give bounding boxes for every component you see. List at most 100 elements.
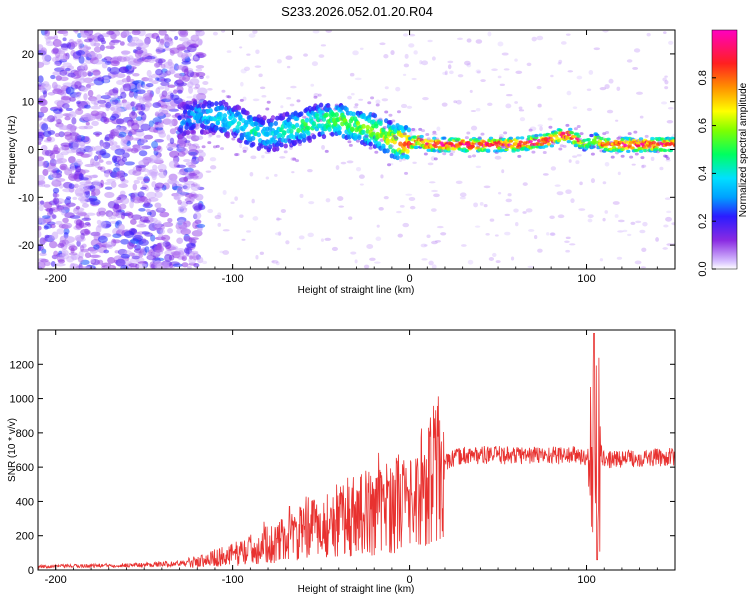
spectrogram-cell [143, 201, 151, 207]
spectrogram-cell [447, 64, 452, 70]
spectrogram-cell [132, 30, 139, 34]
spectrogram-cell [154, 202, 162, 208]
spectrogram-cell [208, 108, 213, 114]
spectrogram-cell [558, 59, 563, 64]
spectrogram-cell [59, 76, 69, 82]
spectrogram-cell [108, 212, 113, 220]
spectrogram-cell [299, 193, 304, 199]
spectrogram-cell [129, 200, 134, 209]
spectrogram-cell [640, 156, 645, 160]
spectrogram-cell [128, 55, 134, 60]
spectrogram-cell [573, 127, 578, 131]
spectrogram-cell [160, 63, 166, 69]
spectrogram-cell [82, 113, 92, 122]
spectrogram-cell [197, 107, 202, 113]
spectrogram-cell [375, 99, 381, 105]
spectrogram-cell [130, 39, 136, 46]
spectrogram-cell [169, 128, 177, 135]
spectrogram-cell [627, 132, 632, 136]
spectrogram-cell [348, 236, 353, 240]
spectrogram-cell [75, 93, 81, 99]
spectrogram-cell [57, 89, 65, 95]
spectrogram-cell [565, 189, 572, 195]
spectrogram-cell [202, 81, 209, 86]
spectrogram-cell [470, 109, 477, 113]
spectrogram-cell [45, 168, 53, 172]
spectrogram-cell [178, 205, 186, 210]
spectrogram-cell [144, 101, 152, 108]
spectrogram-cell [165, 39, 174, 47]
spectrogram-cell [487, 102, 493, 106]
spectrogram-cell [145, 208, 151, 213]
spectrogram-cell [113, 199, 123, 204]
spectrogram-cell [275, 218, 282, 221]
spectrogram-cell [337, 196, 344, 201]
spectrogram-cell [41, 218, 46, 226]
spectrogram-cell [337, 125, 342, 131]
spectrogram-cell [135, 131, 145, 137]
spectrogram-cell [548, 125, 553, 129]
spectrogram-cell [183, 158, 191, 163]
spectrogram-cell [617, 171, 621, 176]
spectrogram-cell [286, 65, 291, 69]
spectrogram-cell [549, 144, 555, 148]
spectrogram-cell [77, 107, 82, 111]
spectrogram-cell [556, 139, 562, 143]
spectrogram-cell [178, 128, 184, 134]
spectrogram-cell [387, 163, 392, 167]
spectrogram-cell [489, 218, 495, 222]
spectrogram-cell [198, 151, 206, 158]
spectrogram-cell [216, 134, 221, 138]
spectrogram-cell [131, 214, 142, 220]
spectrogram-cell [576, 75, 583, 80]
spectrogram-cell [449, 153, 454, 157]
spectrogram-cell [52, 71, 62, 76]
spectrogram-cell [635, 220, 642, 224]
spectrogram-cell [184, 140, 191, 144]
spectrogram-cell [667, 106, 674, 110]
spectrogram-cell [110, 39, 122, 43]
spectrogram-cell [388, 113, 393, 117]
spectrogram-cell [289, 103, 295, 107]
spectrogram-cell [421, 129, 426, 133]
spectrogram-cell [240, 81, 244, 87]
spectrogram-cell [68, 173, 78, 181]
spectrogram-cell [430, 208, 437, 212]
spectrogram-cell [456, 137, 461, 141]
spectrogram-cell [383, 54, 389, 59]
spectrogram-cell [188, 86, 194, 94]
spectrogram-cell [565, 236, 571, 240]
spectrogram-cell [664, 80, 669, 85]
spectrogram-cell [54, 193, 60, 198]
spectrogram-cell [419, 134, 424, 139]
spectrogram-cell [379, 42, 386, 46]
spectrogram-cell [62, 30, 69, 37]
spectrogram-cell [518, 106, 523, 110]
spectrogram-cell [578, 208, 586, 211]
spectrogram-cell [528, 128, 533, 132]
spectrogram-cell [181, 228, 189, 233]
spectrogram-cell [50, 74, 56, 80]
spectrogram-cell [207, 88, 213, 91]
spectrogram-cell [642, 221, 648, 227]
spectrogram-heatmap [38, 30, 675, 269]
spectrogram-cell [495, 260, 501, 264]
spectrogram-cell [522, 182, 528, 186]
spectrogram-cell [565, 123, 570, 127]
spectrogram-cell [96, 53, 103, 60]
spectrogram-cell [118, 56, 127, 63]
spectrogram-cell [205, 119, 211, 125]
spectrogram-cell [79, 181, 89, 186]
spectrogram-cell [78, 184, 89, 190]
spectrogram-cell [446, 147, 451, 151]
spectrogram-cell [503, 68, 510, 71]
spectrogram-cell [519, 136, 525, 140]
spectrogram-cell [153, 245, 165, 253]
spectrogram-cell [442, 71, 448, 76]
spectrogram-cell [166, 94, 172, 101]
spectrogram-cell [249, 171, 254, 177]
spectrogram-cell [130, 147, 139, 154]
spectrogram-cell [241, 238, 246, 241]
